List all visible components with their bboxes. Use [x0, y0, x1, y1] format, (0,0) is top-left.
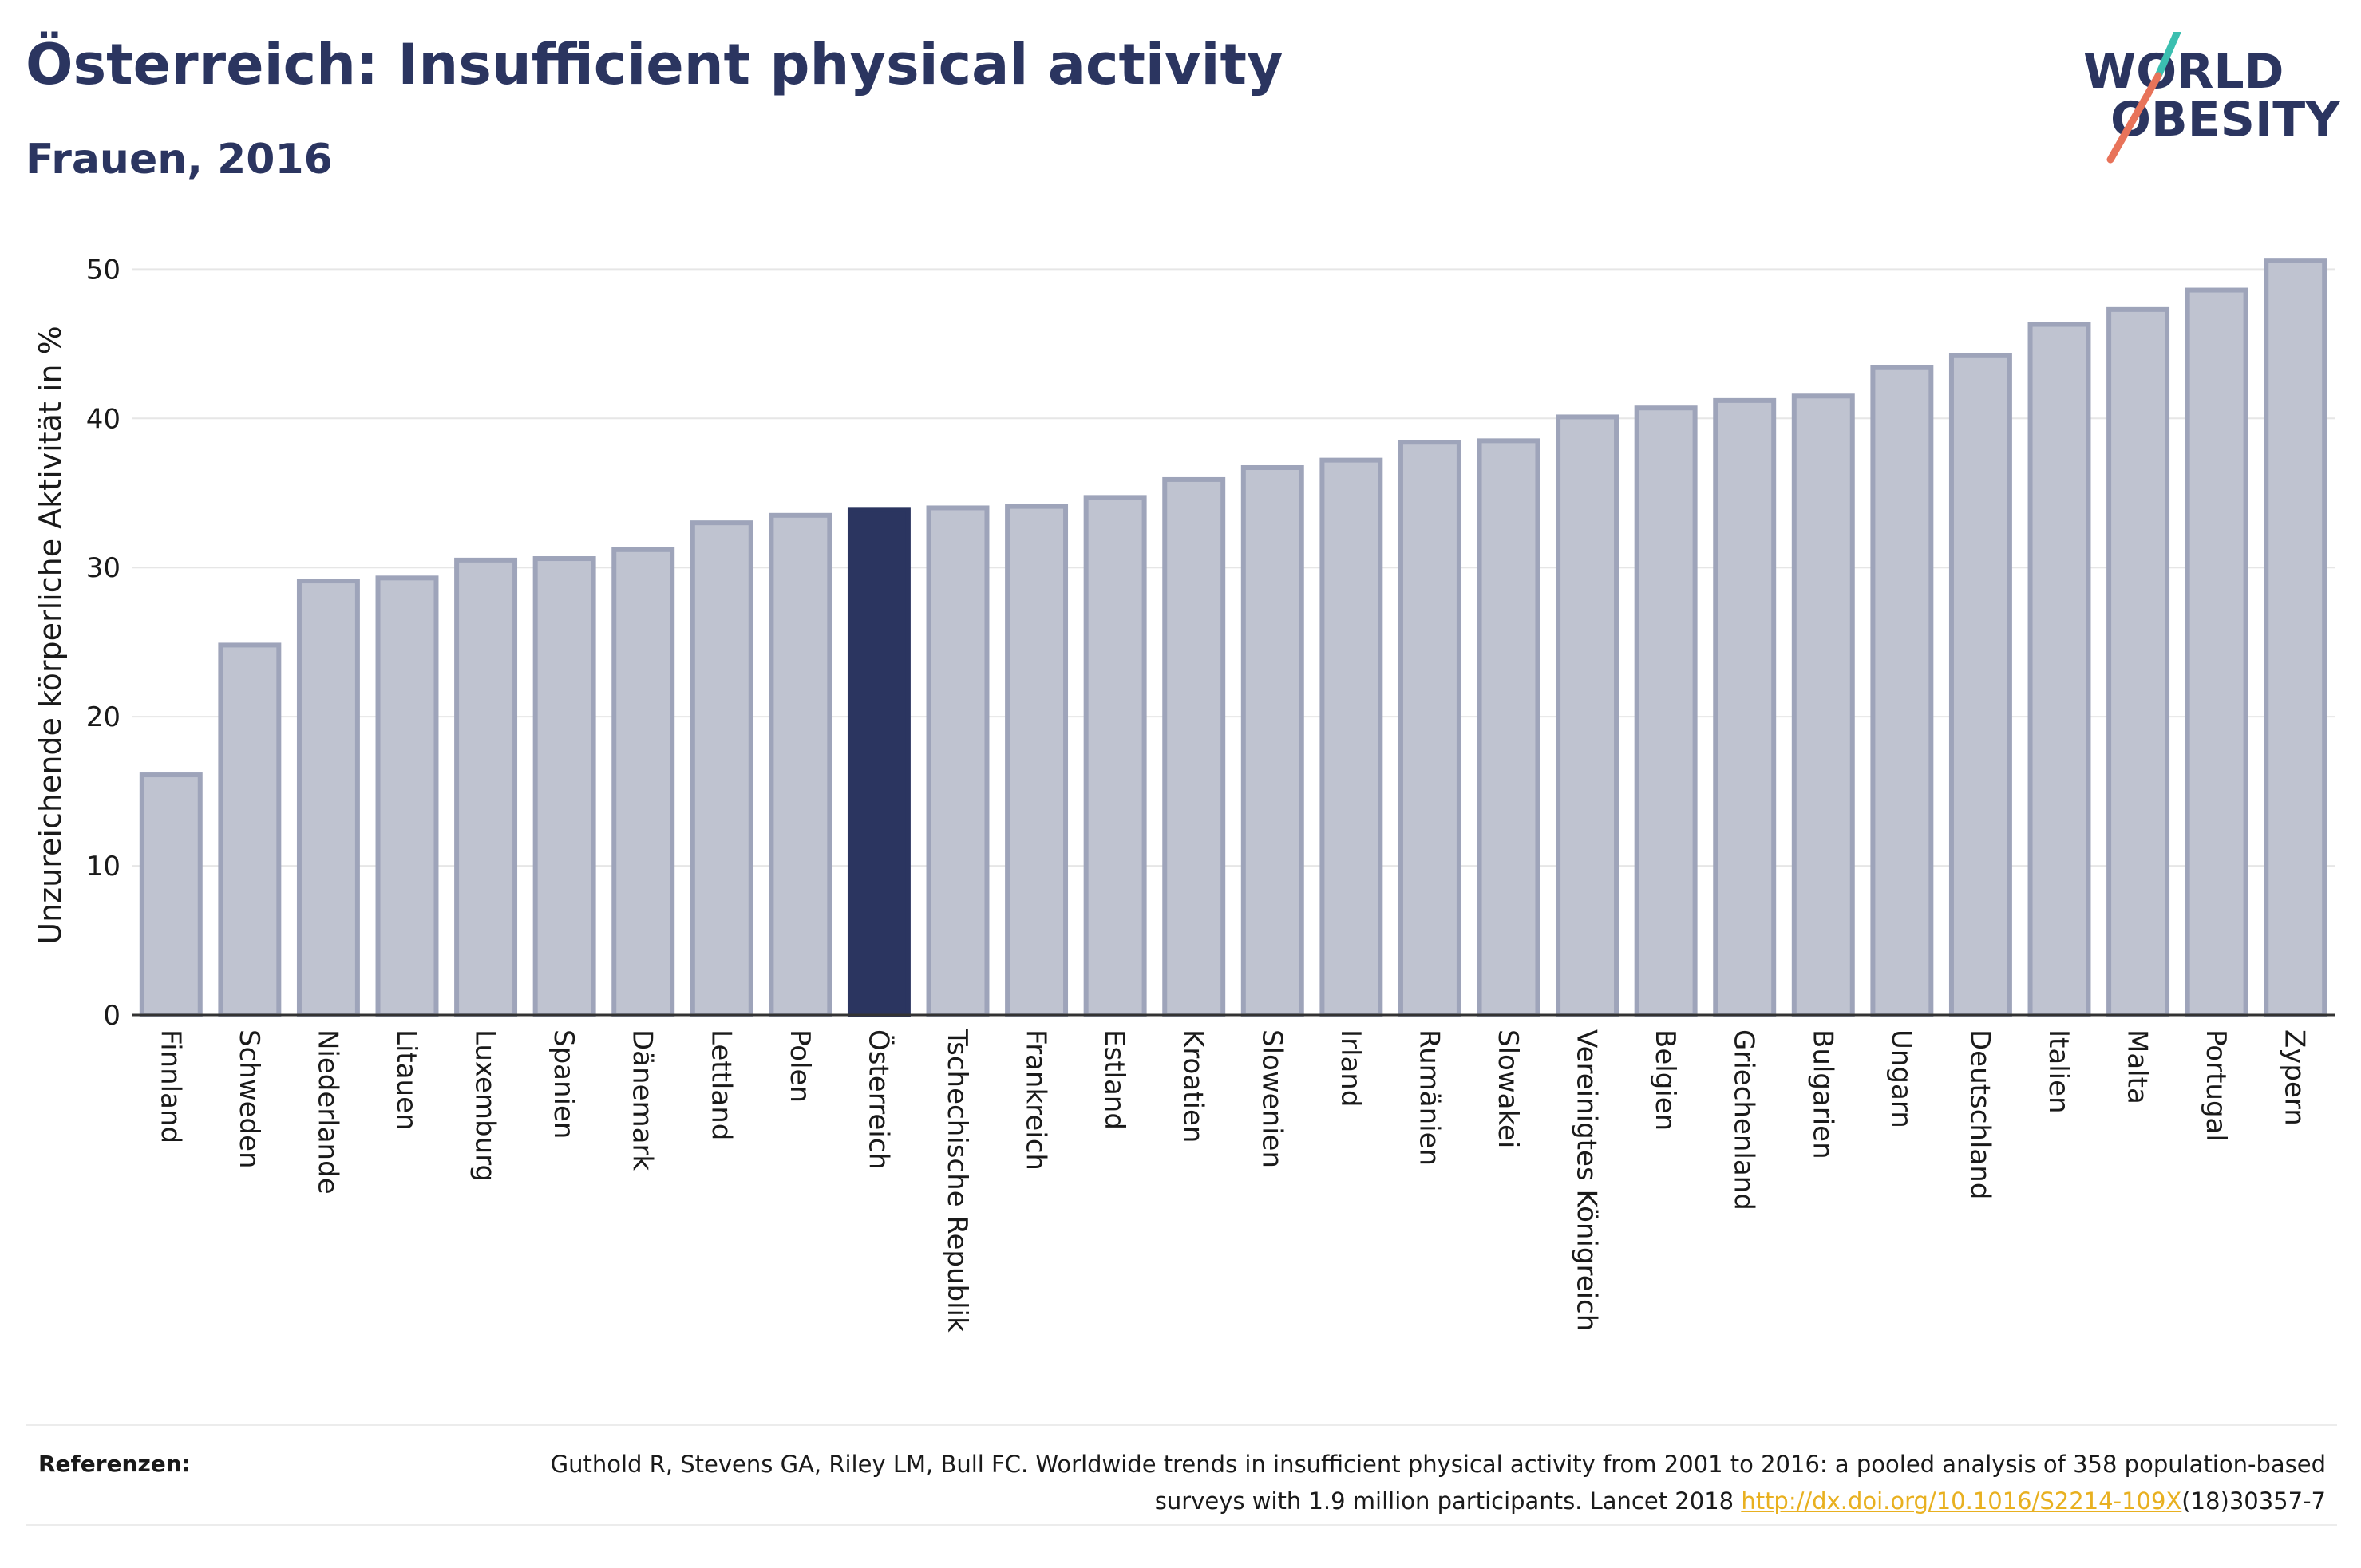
- bar: [1319, 457, 1383, 1017]
- bar: [769, 512, 832, 1017]
- x-tick-label: Vereinigtes Königreich: [1571, 1029, 1603, 1331]
- logo-slash-bottom: [2106, 72, 2162, 164]
- x-tick-label: Lettland: [705, 1029, 737, 1140]
- bar: [611, 547, 675, 1017]
- chart-title: Österreich: Insufficient physical activi…: [26, 32, 1283, 97]
- x-tick-label: Österreich: [862, 1029, 895, 1170]
- bar-highlight: [847, 507, 911, 1017]
- bar: [2185, 287, 2248, 1017]
- x-tick-label: Belgien: [1649, 1029, 1681, 1131]
- logo-word-world: WORLD: [2083, 44, 2284, 100]
- bar: [1240, 464, 1304, 1017]
- bar: [1005, 504, 1069, 1017]
- bar: [1791, 393, 1855, 1017]
- logo-slash-top: [2154, 28, 2181, 80]
- world-obesity-logo-graphic: WORLD OBESITY: [2083, 28, 2341, 164]
- bar: [690, 520, 753, 1017]
- references-citation-suffix: (18)30357-7: [2181, 1487, 2326, 1515]
- y-tick-label: 10: [86, 851, 121, 883]
- bar: [296, 579, 360, 1017]
- references-label: Referenzen:: [38, 1451, 191, 1477]
- x-tick-label: Niederlande: [311, 1029, 343, 1195]
- x-tick-label: Slowakei: [1492, 1029, 1524, 1148]
- x-tick-label: Rumänien: [1413, 1029, 1445, 1166]
- y-axis-ticks: 0 10 20 30 40 50: [86, 254, 121, 1032]
- bar: [532, 556, 596, 1017]
- bar: [2106, 306, 2170, 1018]
- x-tick-label: Frankreich: [1020, 1029, 1052, 1171]
- x-tick-label: Deutschland: [1964, 1029, 1995, 1199]
- bar: [375, 575, 439, 1017]
- x-tick-label: Tschechische Republik: [941, 1029, 973, 1333]
- x-tick-label: Ungarn: [1885, 1029, 1917, 1128]
- y-tick-label: 40: [86, 403, 121, 435]
- x-tick-label: Irland: [1335, 1029, 1366, 1107]
- references-doi-link[interactable]: http://dx.doi.org/10.1016/S2214-109X: [1741, 1487, 2182, 1515]
- logo-word-obesity: OBESITY: [2110, 92, 2341, 148]
- references-text: Guthold R, Stevens GA, Riley LM, Bull FC…: [490, 1446, 2326, 1519]
- bar: [1477, 438, 1540, 1017]
- bar-chart: 0 10 20 30 40 50 Finnland Schweden Niederlande L…: [33, 254, 2335, 1333]
- bars: [139, 258, 2327, 1018]
- x-tick-label: Estland: [1098, 1029, 1130, 1130]
- y-tick-label: 0: [103, 1000, 121, 1032]
- bar: [218, 642, 282, 1018]
- x-tick-label: Italien: [2043, 1029, 2074, 1114]
- x-tick-label: Griechenland: [1728, 1029, 1760, 1211]
- x-tick-label: Polen: [784, 1029, 816, 1103]
- bar: [139, 772, 203, 1017]
- x-tick-label: Luxemburg: [469, 1029, 501, 1182]
- x-tick-label: Finnland: [154, 1029, 186, 1143]
- x-tick-label: Malta: [2122, 1029, 2153, 1104]
- x-tick-label: Spanien: [548, 1029, 579, 1139]
- bar: [1083, 495, 1147, 1017]
- references-divider-top: [26, 1424, 2337, 1426]
- bar: [2027, 322, 2091, 1017]
- chart-subtitle: Frauen, 2016: [26, 136, 333, 184]
- x-tick-label: Litauen: [390, 1029, 422, 1131]
- y-axis-label: Unzureichende körperliche Aktivität in %: [33, 326, 68, 944]
- bar: [1948, 353, 2012, 1017]
- bar: [926, 505, 990, 1017]
- bar: [1162, 476, 1226, 1017]
- x-axis-labels: Finnland Schweden Niederlande Litauen Luxemb…: [154, 1029, 2310, 1333]
- bar: [1398, 440, 1461, 1017]
- y-tick-label: 30: [86, 552, 121, 584]
- y-tick-label: 50: [86, 254, 121, 286]
- references-citation: Guthold R, Stevens GA, Riley LM, Bull FC…: [550, 1451, 2326, 1515]
- bar: [2264, 258, 2327, 1017]
- y-tick-label: 20: [86, 701, 121, 733]
- x-tick-label: Zypern: [2279, 1029, 2311, 1126]
- x-tick-label: Portugal: [2200, 1029, 2232, 1142]
- references-divider-bottom: [26, 1524, 2337, 1526]
- bar: [1713, 397, 1777, 1017]
- x-tick-label: Kroatien: [1177, 1029, 1209, 1143]
- bar: [1634, 405, 1698, 1017]
- bar: [454, 557, 518, 1017]
- bar: [1870, 365, 1934, 1017]
- x-tick-label: Slowenien: [1256, 1029, 1287, 1168]
- x-tick-label: Dänemark: [627, 1029, 658, 1171]
- world-obesity-logo: WORLD OBESITY: [2075, 28, 2347, 176]
- x-tick-label: Bulgarien: [1806, 1029, 1838, 1159]
- x-tick-label: Schweden: [233, 1029, 265, 1169]
- bar: [1556, 414, 1619, 1017]
